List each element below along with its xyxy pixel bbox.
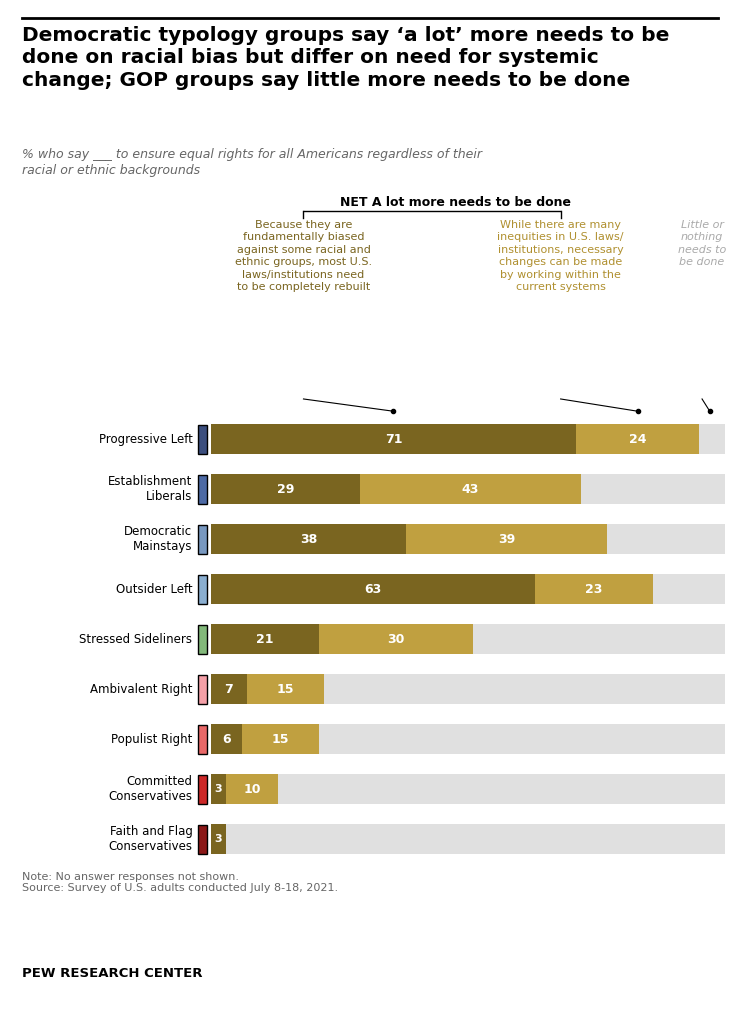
Text: Democratic typology groups say ‘a lot’ more needs to be
done on racial bias but : Democratic typology groups say ‘a lot’ m… [22, 26, 670, 90]
Text: Because they are
fundamentally biased
against some racial and
ethnic groups, mos: Because they are fundamentally biased ag… [235, 220, 372, 292]
Text: 10: 10 [243, 783, 260, 796]
Bar [247, 674, 324, 705]
Bar [211, 475, 360, 504]
Text: 38: 38 [300, 533, 317, 546]
Text: 7: 7 [224, 683, 233, 696]
Bar [211, 425, 725, 454]
Text: 15: 15 [272, 732, 289, 746]
Text: 30: 30 [387, 633, 405, 646]
Bar [211, 674, 725, 705]
Text: 15: 15 [277, 683, 295, 696]
Text: PEW RESEARCH CENTER: PEW RESEARCH CENTER [22, 967, 203, 980]
Bar [211, 724, 242, 754]
Bar [211, 825, 725, 854]
Bar [360, 475, 581, 504]
Text: 3: 3 [215, 835, 223, 844]
Bar [211, 674, 247, 705]
Text: Populist Right: Populist Right [111, 732, 192, 746]
Bar [211, 774, 725, 804]
Bar [211, 475, 725, 504]
Text: While there are many
inequities in U.S. laws/
institutions, necessary
changes ca: While there are many inequities in U.S. … [497, 220, 624, 292]
Text: Progressive Left: Progressive Left [98, 433, 192, 446]
Bar [211, 724, 725, 754]
Text: Committed
Conservatives: Committed Conservatives [108, 775, 192, 803]
Text: Stressed Sideliners: Stressed Sideliners [79, 633, 192, 646]
Text: Establishment
Liberals: Establishment Liberals [108, 476, 192, 503]
Text: % who say ___ to ensure equal rights for all Americans regardless of their
racia: % who say ___ to ensure equal rights for… [22, 148, 482, 177]
Bar [211, 774, 226, 804]
Text: Little or
nothing
needs to
be done: Little or nothing needs to be done [678, 220, 726, 267]
Bar [211, 825, 226, 854]
Text: 39: 39 [498, 533, 515, 546]
Text: Outsider Left: Outsider Left [115, 583, 192, 595]
Text: 24: 24 [629, 433, 647, 446]
Bar [226, 774, 278, 804]
Bar [211, 525, 725, 554]
Bar [211, 425, 576, 454]
Bar [211, 624, 725, 655]
Text: NET A lot more needs to be done: NET A lot more needs to be done [340, 195, 571, 209]
Text: 21: 21 [256, 633, 274, 646]
Text: 3: 3 [215, 785, 223, 795]
Text: 29: 29 [277, 483, 295, 496]
Text: Democratic
Mainstays: Democratic Mainstays [124, 526, 192, 553]
Text: 43: 43 [462, 483, 480, 496]
Text: Faith and Flag
Conservatives: Faith and Flag Conservatives [108, 826, 192, 853]
Bar [211, 574, 725, 605]
Bar [406, 525, 607, 554]
Text: 71: 71 [385, 433, 403, 446]
Bar [242, 724, 319, 754]
Text: Note: No answer responses not shown.
Source: Survey of U.S. adults conducted Jul: Note: No answer responses not shown. Sou… [22, 872, 338, 893]
Bar [576, 425, 699, 454]
Bar [319, 624, 473, 655]
Text: 23: 23 [585, 583, 603, 595]
Bar [211, 624, 319, 655]
Bar [211, 525, 406, 554]
Text: 63: 63 [364, 583, 382, 595]
Text: Ambivalent Right: Ambivalent Right [90, 683, 192, 696]
Text: 6: 6 [222, 732, 231, 746]
Bar [211, 574, 535, 605]
Bar [535, 574, 653, 605]
